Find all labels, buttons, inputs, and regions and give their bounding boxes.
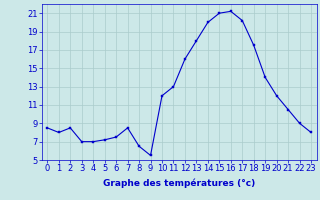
X-axis label: Graphe des températures (°c): Graphe des températures (°c) <box>103 179 255 188</box>
